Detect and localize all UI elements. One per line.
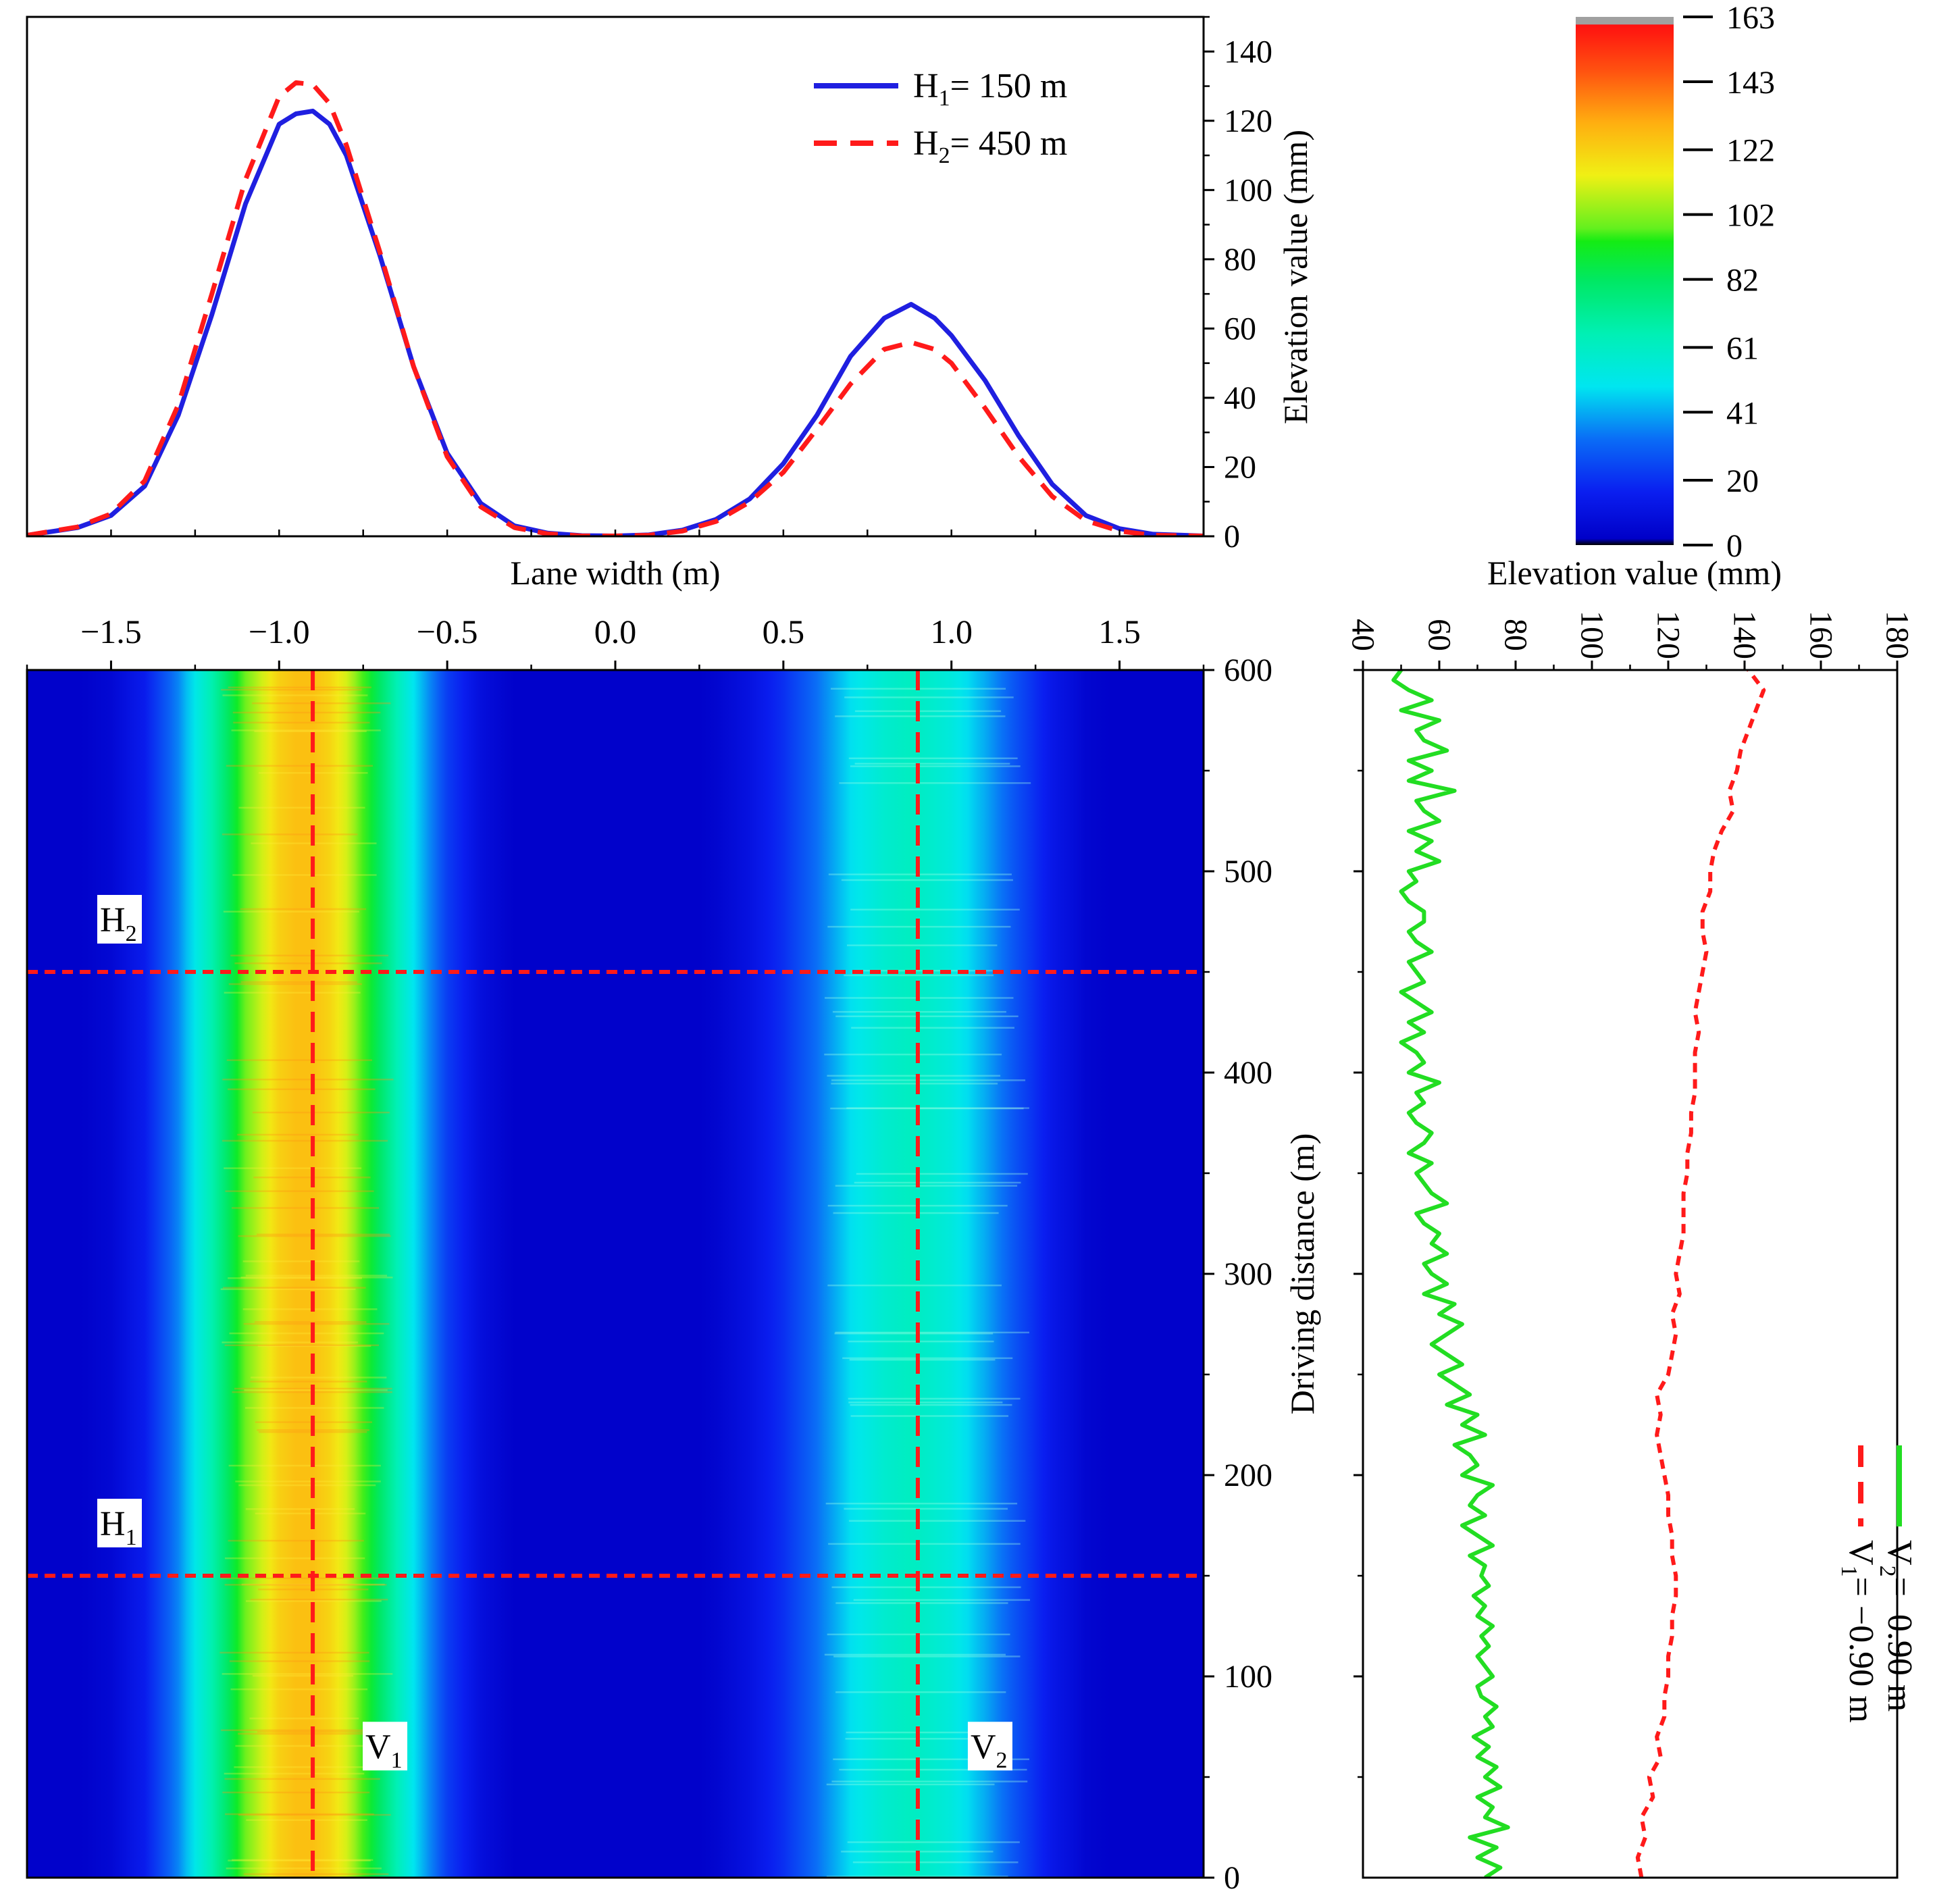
colorbar-tick-label: 122	[1726, 133, 1775, 169]
heatmap-y-tick-label: 300	[1224, 1256, 1272, 1292]
annotation-label-bg	[363, 1722, 408, 1771]
colorbar-label: Elevation value (mm)	[1487, 554, 1782, 592]
longitudinal-x-tick-label: 140	[1727, 611, 1763, 659]
heatmap-x-ticks	[26, 661, 1205, 670]
longitudinal-x-tick-label: 120	[1651, 611, 1686, 659]
colorbar-tick-label: 82	[1726, 263, 1759, 299]
longitudinal-legend: V1= −0.90 m V2= 0.90 m	[1836, 1445, 1919, 1723]
longitudinal-x-tick-label: 80	[1498, 619, 1534, 651]
heatmap-chart: 0 100 200 300 400 500 600 Driving distance (m)…	[26, 652, 1321, 1896]
heatmap-y-tick-label: 0	[1224, 1860, 1240, 1896]
longitudinal-chart: 40 60 80 100 120 140 160 180 V1= −0.90 m V2= 0.…	[1345, 611, 1919, 1879]
lane-width-tick-label: 0.5	[763, 613, 805, 650]
lane-width-tick-label: 1.0	[930, 613, 973, 650]
legend-label-h1: H1= 150 m	[913, 67, 1067, 111]
profile-y-tick-label: 60	[1224, 311, 1256, 346]
colorbar-tick-label: 61	[1726, 330, 1759, 366]
longitudinal-x-tick-label: 40	[1345, 619, 1381, 651]
longitudinal-series-v2	[1391, 670, 1510, 1878]
profile-x-tick-labels: −1.5 −1.0 −0.5 0.0 0.5 1.0 1.5	[80, 613, 1141, 650]
longitudinal-x-tick-label: 160	[1803, 611, 1839, 659]
heatmap-y-tick-label: 400	[1224, 1055, 1272, 1091]
longitudinal-x-tick-label: 100	[1574, 611, 1610, 659]
lane-width-tick-label: 1.5	[1098, 613, 1141, 650]
annotation-label-h1: H1	[100, 1505, 137, 1550]
colorbar-tick-label: 0	[1726, 528, 1743, 564]
legend-label-v1: V1= −0.90 m	[1836, 1540, 1880, 1723]
annotation-label-v2: V2	[971, 1728, 1008, 1773]
profile-y-tick-label: 120	[1224, 103, 1272, 139]
longitudinal-x-axis: 40 60 80 100 120 140 160 180	[1345, 611, 1915, 670]
colorbar-tick-label: 20	[1726, 463, 1759, 499]
heatmap-y-tick-label: 100	[1224, 1659, 1272, 1695]
lane-width-tick-label: −1.5	[80, 613, 142, 650]
heatmap-annotations: H2 H1 V1 V2	[97, 895, 1012, 1773]
profile-y-tick-label: 20	[1224, 449, 1256, 485]
longitudinal-x-tick-label: 180	[1880, 611, 1915, 659]
profile-series-2	[27, 80, 1204, 536]
colorbar-tick-label: 163	[1726, 0, 1775, 36]
heatmap-reference-lines	[27, 670, 1204, 1878]
longitudinal-x-tick-label: 60	[1422, 619, 1458, 651]
annotation-label-bg	[97, 895, 142, 944]
heatmap-y-tick-label: 500	[1224, 854, 1272, 890]
annotation-label-bg	[97, 1499, 142, 1547]
longitudinal-y-minor-ticks	[1354, 669, 1363, 1778]
colorbar-tick-label: 102	[1726, 198, 1775, 234]
heatmap-y-tick-label: 200	[1224, 1458, 1272, 1493]
legend-label-h2: H2= 450 m	[913, 124, 1067, 168]
annotation-label-v1: V1	[365, 1728, 403, 1773]
profile-y-tick-label: 40	[1224, 380, 1256, 416]
longitudinal-frame	[1362, 669, 1899, 1879]
colorbar-gradient	[1576, 17, 1674, 545]
colorbar-tick-label: 143	[1726, 65, 1775, 101]
colorbar: 0 20 41 61 82 102 122 143 163 Elevation value (m…	[1487, 0, 1782, 592]
heatmap-field	[27, 670, 1204, 1878]
profile-y-tick-label: 80	[1224, 242, 1256, 278]
longitudinal-series-group	[1391, 670, 1766, 1878]
profile-legend: H1= 150 m H2= 450 m	[814, 67, 1067, 168]
lane-width-tick-label: 0.0	[594, 613, 637, 650]
profile-y-tick-label: 100	[1224, 172, 1272, 208]
annotation-label-bg	[967, 1722, 1012, 1771]
colorbar-ticks: 0 20 41 61 82 102 122 143 163	[1683, 0, 1775, 564]
heatmap-y-tick-label: 600	[1224, 652, 1272, 688]
profile-y-axis: 0 20 40 60 80 100 120 140	[1204, 16, 1272, 555]
profile-y-tick-label: 0	[1224, 519, 1240, 555]
profile-x-minor-ticks	[26, 530, 1205, 536]
annotation-label-h2: H2	[100, 901, 137, 946]
profile-y-tick-label: 140	[1224, 34, 1272, 70]
longitudinal-series-v1	[1635, 670, 1766, 1878]
lane-width-tick-label: −0.5	[417, 613, 478, 650]
heatmap-y-axis: 0 100 200 300 400 500 600	[1204, 652, 1272, 1896]
profile-y-axis-label: Elevation value (mm)	[1277, 130, 1314, 424]
legend-label-v2: V2= 0.90 m	[1875, 1540, 1919, 1712]
lane-width-tick-label: −1.0	[249, 613, 310, 650]
colorbar-tick-label: 41	[1726, 395, 1759, 431]
heatmap-y-axis-label: Driving distance (m)	[1283, 1133, 1321, 1415]
heatmap-texture	[220, 686, 1031, 1878]
profile-x-axis-label: Lane width (m)	[510, 554, 720, 592]
